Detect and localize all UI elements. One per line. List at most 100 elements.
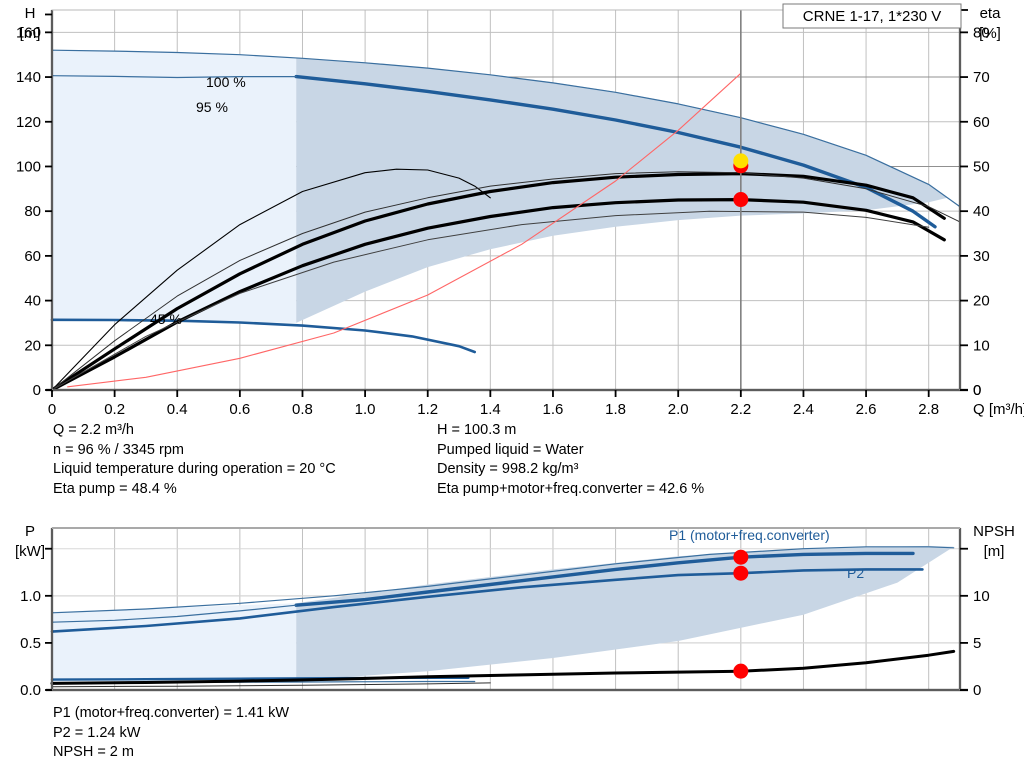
bottom-left-tick-label: 0.5	[20, 635, 41, 652]
top-right-tick-label: 0	[973, 382, 981, 399]
head-duty-point-highlight	[733, 153, 749, 169]
top-x-tick-label: 2.6	[856, 401, 877, 418]
top-left-tick-label: 100	[16, 158, 41, 175]
power-range-left-light	[52, 603, 297, 682]
duty-info-left-line: Q = 2.2 m³/h	[53, 422, 134, 438]
speed-annotations: 100 % 95 % 45 %	[150, 74, 246, 327]
bottom-left-tick-label: 1.0	[20, 588, 41, 605]
top-right-tick-label: 80	[973, 24, 990, 41]
power-curve-label: P1 (motor+freq.converter)	[669, 527, 830, 543]
power-info-left-line: NPSH = 2 m	[53, 744, 134, 760]
curve-efficiency-pump-thick-eta-pump-48-4	[50, 172, 946, 392]
top-left-tick-label: 0	[33, 382, 41, 399]
p1-duty-point	[733, 549, 749, 565]
title-box-label: CRNE 1-17, 1*230 V	[803, 8, 941, 25]
bottom-range-bands	[52, 545, 954, 682]
chart-title-box: CRNE 1-17, 1*230 V	[782, 3, 962, 29]
power-range-envelope	[296, 545, 954, 681]
duty-info-right-line: Pumped liquid = Water	[437, 441, 584, 458]
bottom-right-tick-label: 5	[973, 635, 981, 652]
top-right-ticks: 0 10 20 30 40 50 60 70 80	[960, 9, 990, 399]
top-x-tick-label: 2.2	[730, 401, 751, 418]
title-box-frame	[782, 3, 962, 29]
duty-info-left-line: n = 96 % / 3345 rpm	[53, 441, 184, 458]
bottom-right-ticks: 0 5 10	[960, 547, 990, 699]
bottom-left-ticks: 0.0 0.5 1.0	[20, 547, 52, 699]
top-right-tick-label: 30	[973, 248, 990, 265]
top-x-ticks: 0 0.2 0.4 0.6 0.8 1.0 1.2 1.4 1.6 1.8 2.0 2.2 2.4 2.6…	[48, 382, 1024, 418]
x-axis-title: Q [m³/h]	[973, 401, 1024, 418]
top-left-ticks: 0 20 40 60 80 100 120 140 160	[16, 13, 52, 399]
speed-label: 95 %	[196, 99, 228, 115]
curve-h-95-thin-continuation	[51, 75, 297, 79]
bottom-right-axis-title-line2: [m]	[984, 543, 1005, 560]
duty-info-right-line: H = 100.3 m	[437, 422, 517, 438]
right-axis-title-line1: eta	[980, 5, 1002, 22]
power-info-left: P1 (motor+freq.converter) = 1.41 kW P2 = …	[53, 704, 289, 763]
curve-npsh-curve-2-m	[50, 649, 956, 685]
curve-npsh-curve	[67, 72, 742, 388]
power-info-left-line: P2 = 1.24 kW	[53, 724, 141, 741]
top-right-tick-label: 50	[973, 158, 990, 175]
top-x-tick-label: 2.0	[668, 401, 689, 418]
top-left-tick-label: 80	[24, 203, 41, 220]
top-right-tick-label: 20	[973, 293, 990, 310]
head-range-envelope	[296, 57, 948, 323]
top-x-tick-label: 1.4	[480, 401, 501, 418]
bottom-right-tick-label: 10	[973, 588, 990, 605]
duty-info-left-line: Liquid temperature during operation = 20…	[53, 461, 336, 477]
curve-efficiency-thin-overlay-a	[51, 171, 961, 391]
power-curve-labels: P1 (motor+freq.converter) P2	[669, 527, 864, 581]
duty-info-left: Q = 2.2 m³/h n = 96 % / 3345 rpm Liquid te…	[53, 421, 336, 499]
top-left-tick-label: 160	[16, 24, 41, 41]
top-x-tick-label: 1.6	[543, 401, 564, 418]
top-right-tick-label: 40	[973, 203, 990, 220]
bottom-duty-points	[733, 549, 749, 679]
left-axis-title-line1: H	[25, 5, 36, 22]
top-duty-points	[733, 153, 749, 208]
curve-efficiency-pump-thin-upper	[51, 168, 491, 391]
speed-label: 45 %	[150, 311, 182, 327]
curve-p2-duty-curve-1-24-kw	[50, 568, 924, 633]
bottom-left-axis-title-line1: P	[25, 523, 35, 540]
bottom-right-tick-label: 0	[973, 682, 981, 699]
top-x-tick-label: 0.4	[167, 401, 188, 418]
power-curve-label: P2	[847, 565, 864, 581]
top-x-tick-label: 0	[48, 401, 56, 418]
head-range-left-light	[52, 49, 297, 323]
bottom-left-axis-title-line2: [kW]	[15, 543, 45, 560]
top-left-tick-label: 120	[16, 114, 41, 131]
top-x-tick-label: 0.2	[104, 401, 125, 418]
bottom-left-tick-label: 0.0	[20, 682, 41, 699]
top-left-tick-label: 20	[24, 337, 41, 354]
npsh-duty-point	[733, 663, 749, 679]
top-x-tick-label: 1.2	[417, 401, 438, 418]
bottom-series	[50, 546, 956, 688]
left-axis-title-line2: [m]	[20, 25, 41, 42]
top-left-tick-label: 140	[16, 69, 41, 86]
eta-total-duty-point	[733, 192, 749, 208]
power-npsh-chart: 0.0 0.5 1.0 0 5 10 P [kW] NPSH [m] P1 (motor+freq.…	[15, 523, 1015, 699]
top-right-tick-label: 60	[973, 114, 990, 131]
top-right-axis-zero: 0	[973, 382, 981, 399]
top-right-tick-label: 10	[973, 337, 990, 354]
curve-efficiency-thin-overlay-b	[51, 210, 930, 391]
curve-p1-upper-envelope	[51, 546, 955, 614]
right-axis-title-line2: [%]	[979, 25, 1001, 42]
top-right-tick-label: 70	[973, 69, 990, 86]
top-range-bands	[52, 49, 948, 323]
duty-info-left-line: Eta pump = 48.4 %	[53, 480, 177, 497]
top-x-tick-label: 2.4	[793, 401, 814, 418]
p2-duty-point	[733, 565, 749, 581]
bottom-right-axis-title-line1: NPSH	[973, 523, 1015, 540]
top-x-tick-label: 0.8	[292, 401, 313, 418]
duty-info-right-line: Eta pump+motor+freq.converter = 42.6 %	[437, 480, 705, 497]
curve-h-45-curve	[50, 318, 476, 354]
top-x-tick-label: 1.8	[605, 401, 626, 418]
curve-efficiency-total-thick-42-6	[50, 198, 946, 392]
top-series	[50, 49, 961, 392]
curve-npsh-thin-lower	[51, 682, 491, 688]
top-x-tick-label: 1.0	[355, 401, 376, 418]
